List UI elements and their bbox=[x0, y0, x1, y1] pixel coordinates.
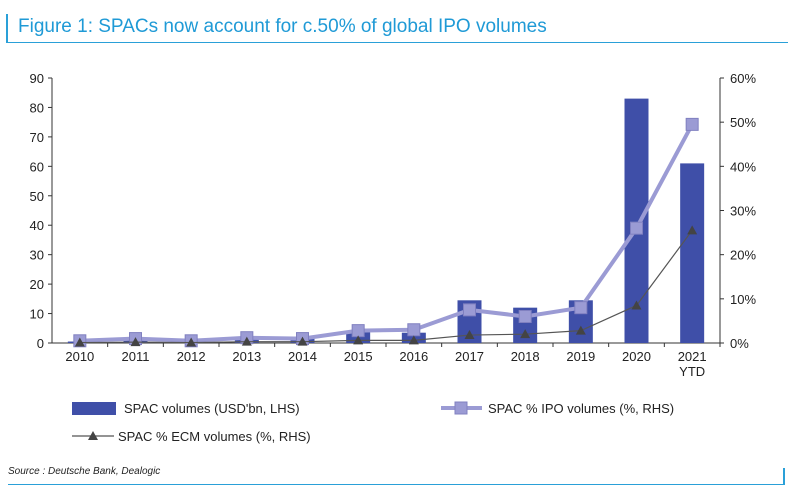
x-tick-label: 2021 YTD bbox=[678, 349, 707, 379]
marker-spac-ipo-share bbox=[351, 324, 365, 338]
legend-label-spac-ipo-share: SPAC % IPO volumes (%, RHS) bbox=[488, 401, 674, 416]
legend-marker-spac-ecm-share bbox=[88, 431, 98, 440]
left-tick-label: 90 bbox=[30, 71, 44, 86]
source-note: Source : Deutsche Bank, Dealogic bbox=[8, 466, 161, 477]
bar-spac-volumes bbox=[680, 163, 705, 343]
line-spac-ecm-share bbox=[79, 230, 693, 344]
left-tick-label: 0 bbox=[37, 336, 44, 351]
marker-spac-ecm-share bbox=[687, 225, 698, 235]
legend-swatch-spac-volumes bbox=[72, 402, 116, 415]
x-tick-label: 2017 bbox=[455, 349, 484, 364]
x-tick-label: 2016 bbox=[399, 349, 428, 364]
title-bar: Figure 1: SPACs now account for c.50% of… bbox=[6, 14, 788, 43]
marker-spac-ipo-share bbox=[407, 323, 421, 337]
x-tick-label: 2010 bbox=[65, 349, 94, 364]
x-tick-label: 2012 bbox=[177, 349, 206, 364]
marker-spac-ecm-share bbox=[297, 336, 308, 346]
left-tick-label: 40 bbox=[30, 218, 44, 233]
marker-spac-ipo-share bbox=[518, 310, 532, 323]
footer-tick bbox=[783, 468, 785, 485]
right-tick-label: 10% bbox=[730, 292, 756, 307]
x-tick-label: 2018 bbox=[511, 349, 540, 364]
left-tick-label: 80 bbox=[30, 100, 44, 115]
marker-spac-ipo-share bbox=[463, 303, 476, 317]
legend-label-spac-ecm-share: SPAC % ECM volumes (%, RHS) bbox=[118, 429, 311, 444]
marker-spac-ecm-share bbox=[464, 330, 475, 340]
right-tick-label: 0% bbox=[730, 336, 749, 351]
marker-spac-ipo-share bbox=[630, 221, 643, 235]
figure-title: Figure 1: SPACs now account for c.50% of… bbox=[18, 16, 547, 37]
right-tick-label: 40% bbox=[730, 159, 756, 174]
marker-spac-ecm-share bbox=[353, 335, 364, 345]
left-tick-label: 10 bbox=[30, 307, 44, 322]
right-tick-label: 30% bbox=[730, 204, 756, 219]
right-tick-label: 20% bbox=[730, 248, 756, 263]
left-tick-label: 50 bbox=[30, 189, 44, 204]
marker-spac-ecm-share bbox=[74, 337, 85, 347]
right-tick-label: 50% bbox=[730, 115, 756, 130]
right-tick-label: 60% bbox=[730, 71, 756, 86]
left-tick-label: 20 bbox=[30, 277, 44, 292]
marker-spac-ecm-share bbox=[130, 337, 141, 347]
x-tick-label: 2011 bbox=[122, 349, 150, 364]
left-tick-label: 70 bbox=[30, 130, 44, 145]
x-tick-label: 2020 bbox=[622, 349, 651, 364]
x-tick-label: 2015 bbox=[344, 349, 373, 364]
line-spac-ipo-share bbox=[79, 123, 694, 343]
x-tick-label: 2014 bbox=[288, 349, 317, 364]
marker-spac-ecm-share bbox=[631, 300, 642, 310]
chart: 0 10 20 30 40 50 60 70 80 90 0% 10% 20% 30% 40% 50% 60% 2… bbox=[30, 71, 757, 444]
marker-spac-ipo-share bbox=[685, 117, 699, 131]
marker-spac-ipo-share bbox=[574, 301, 588, 315]
left-tick-label: 30 bbox=[30, 248, 44, 263]
marker-spac-ecm-share bbox=[241, 336, 252, 346]
legend-label-spac-volumes: SPAC volumes (USD'bn, LHS) bbox=[124, 401, 300, 416]
left-tick-label: 60 bbox=[30, 159, 44, 174]
x-tick-label: 2019 bbox=[566, 349, 595, 364]
marker-spac-ecm-share bbox=[520, 329, 531, 339]
footer-rule bbox=[8, 484, 784, 485]
x-tick-label: 2013 bbox=[232, 349, 261, 364]
marker-spac-ecm-share bbox=[186, 337, 197, 347]
marker-spac-ecm-share bbox=[575, 325, 586, 335]
marker-spac-ecm-share bbox=[408, 335, 419, 345]
legend-marker-spac-ipo-share bbox=[454, 401, 468, 415]
